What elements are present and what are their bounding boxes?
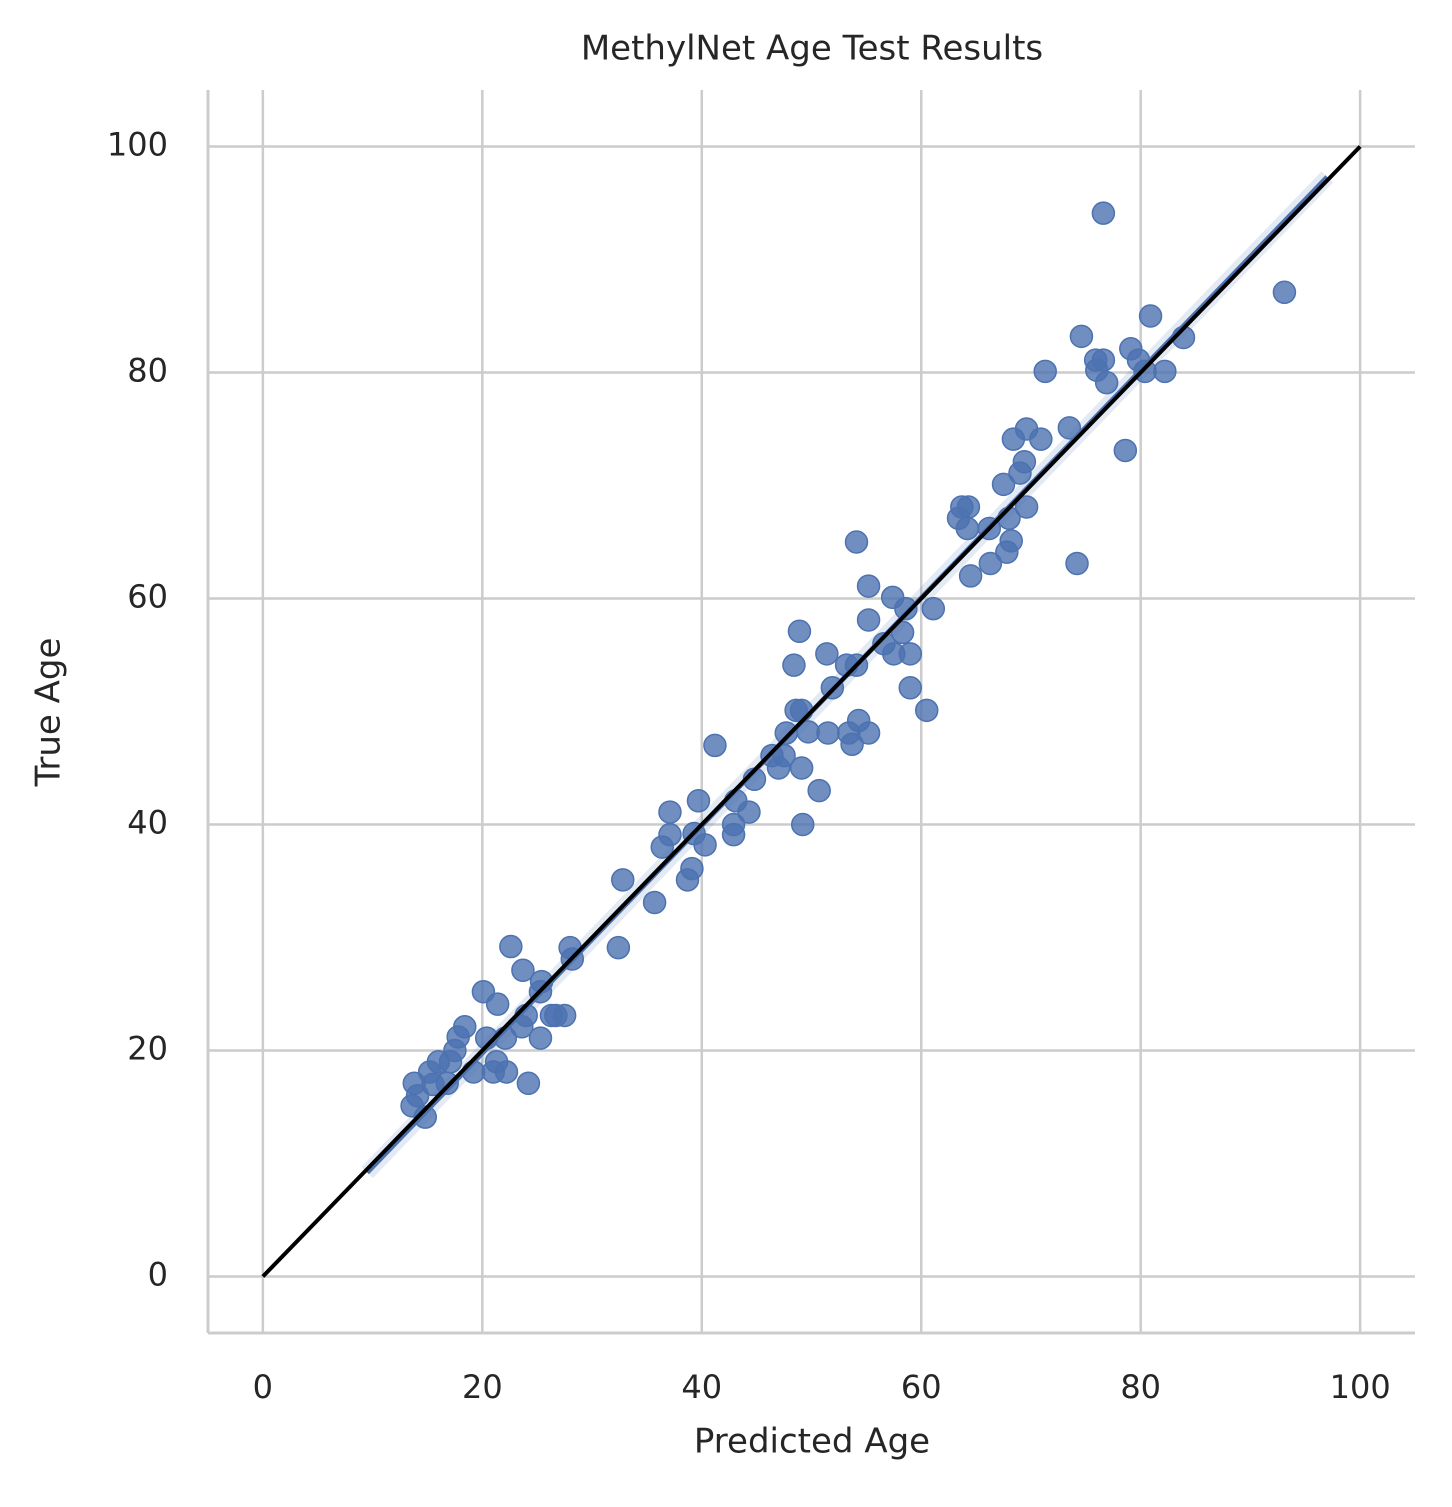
identity-line: [261, 145, 1362, 1278]
y-axis-label: True Age: [29, 638, 69, 788]
x-tick-label: 40: [681, 1368, 722, 1406]
point: [872, 631, 896, 656]
y-tick-label: 80: [127, 352, 168, 390]
point: [790, 812, 815, 837]
point: [816, 721, 840, 745]
point: [1094, 370, 1119, 395]
x-tick-label: 60: [901, 1368, 942, 1406]
point: [1065, 551, 1089, 576]
point: [544, 1003, 568, 1028]
point: [921, 596, 946, 621]
point: [484, 1050, 509, 1074]
point: [1033, 359, 1057, 384]
point: [789, 756, 814, 780]
point: [642, 890, 667, 915]
point: [686, 789, 711, 813]
x-tick-label: 20: [462, 1368, 503, 1406]
point: [815, 642, 839, 666]
x-axis-label: Predicted Age: [694, 1422, 930, 1462]
y-tick-label: 40: [127, 804, 168, 842]
point: [766, 756, 791, 780]
point: [774, 721, 799, 745]
point: [511, 958, 535, 983]
point: [675, 868, 700, 892]
point: [787, 619, 812, 644]
point: [516, 1071, 541, 1096]
point: [528, 1026, 553, 1050]
x-tick-label: 100: [1330, 1368, 1391, 1406]
point: [658, 800, 682, 824]
point: [1057, 416, 1082, 440]
point: [499, 934, 523, 959]
point: [995, 540, 1019, 564]
point: [789, 698, 814, 723]
point: [844, 530, 869, 554]
point: [1069, 324, 1094, 349]
point: [421, 1072, 445, 1097]
point: [485, 992, 510, 1016]
chart-title: MethylNet Age Test Results: [581, 29, 1043, 69]
point: [721, 822, 746, 847]
point: [703, 733, 727, 758]
point: [856, 608, 881, 632]
point: [1091, 201, 1116, 225]
point: [890, 620, 915, 645]
point: [807, 778, 831, 803]
point: [955, 516, 980, 541]
y-tick-label: 60: [127, 578, 168, 616]
point: [898, 676, 923, 700]
point: [413, 1105, 438, 1129]
point: [1153, 359, 1177, 384]
point: [1138, 304, 1163, 328]
point: [991, 472, 1016, 497]
point: [426, 1050, 451, 1074]
y-tick-label: 0: [148, 1256, 168, 1294]
point: [958, 564, 983, 588]
point: [606, 935, 631, 960]
point: [1014, 495, 1039, 519]
point: [840, 732, 864, 757]
x-tick-label: 0: [253, 1368, 273, 1406]
point: [1029, 427, 1053, 451]
point: [894, 596, 918, 621]
point: [1113, 438, 1138, 463]
point: [914, 698, 939, 723]
point: [1272, 280, 1297, 305]
point: [898, 642, 923, 666]
point: [1001, 427, 1026, 451]
y-tick-label: 100: [107, 126, 168, 164]
point: [693, 833, 717, 857]
point: [650, 835, 675, 859]
point: [782, 653, 806, 677]
y-tick-label: 20: [127, 1030, 168, 1068]
point: [978, 551, 1003, 576]
point: [856, 721, 881, 745]
point: [1008, 461, 1032, 485]
point: [611, 868, 635, 892]
point: [856, 574, 881, 598]
x-tick-label: 80: [1120, 1368, 1161, 1406]
